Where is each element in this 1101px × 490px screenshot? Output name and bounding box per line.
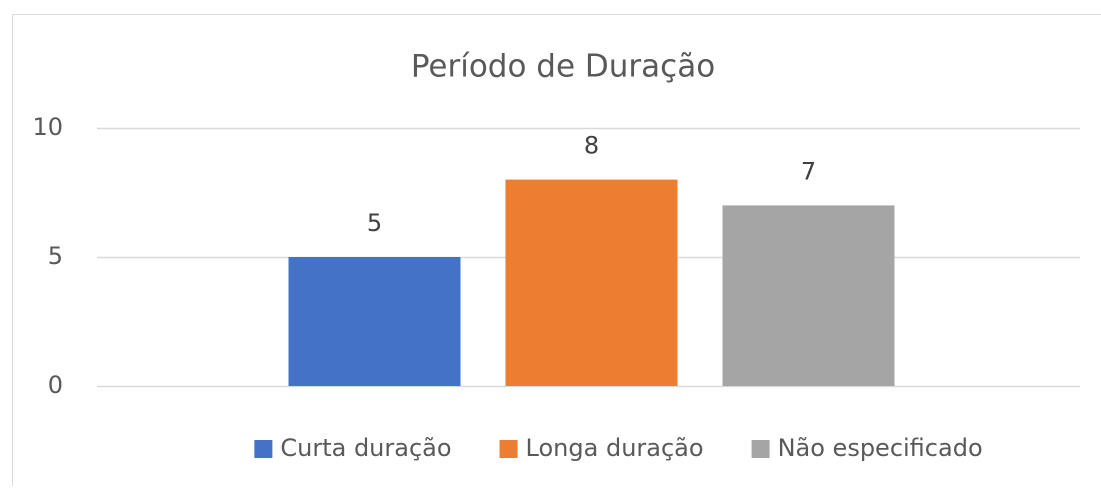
value-label: 8 <box>584 132 599 160</box>
legend-label: Curta duração <box>280 434 451 462</box>
y-tick-label: 5 <box>48 242 63 270</box>
bar <box>288 257 461 386</box>
y-tick-label: 0 <box>48 371 63 399</box>
bar <box>505 179 678 386</box>
value-label: 5 <box>367 209 382 237</box>
legend-label: Longa duração <box>526 434 704 462</box>
y-tick-label: 10 <box>32 113 63 141</box>
bar <box>722 205 895 386</box>
value-label: 7 <box>801 157 816 185</box>
legend-label: Não especificado <box>778 434 983 462</box>
chart-title: Período de Duração <box>411 49 715 85</box>
legend-swatch <box>751 440 770 458</box>
legend-swatch <box>499 440 518 458</box>
legend-swatch <box>254 440 273 458</box>
